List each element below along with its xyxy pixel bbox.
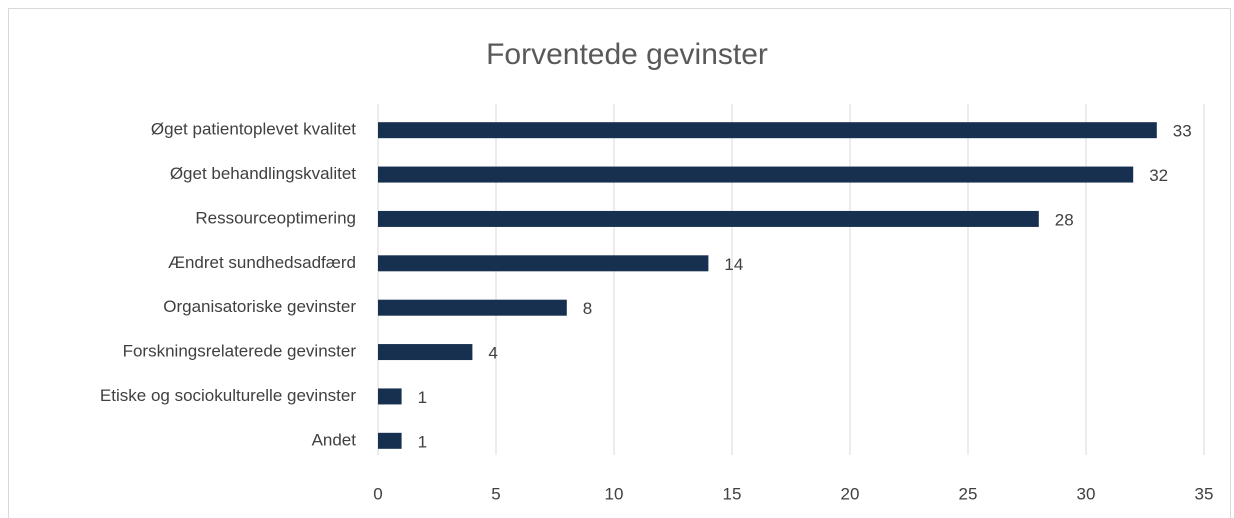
data-label: 32 xyxy=(1149,166,1168,185)
bar xyxy=(378,166,1134,183)
y-tick-label: Ressourceoptimering xyxy=(195,208,356,227)
x-tick-label: 0 xyxy=(373,484,382,503)
y-tick-label: Ændret sundhedsadfærd xyxy=(168,253,356,272)
x-tick-label: 10 xyxy=(605,484,624,503)
data-label: 33 xyxy=(1173,122,1192,141)
data-label: 1 xyxy=(418,388,427,407)
data-label: 8 xyxy=(583,299,592,318)
data-label: 28 xyxy=(1055,210,1074,229)
y-tick-label: Øget patientoplevet kvalitet xyxy=(151,120,356,139)
y-tick-label: Organisatoriske gevinster xyxy=(163,297,356,316)
data-label: 1 xyxy=(418,432,427,451)
y-tick-label: Etiske og sociokulturelle gevinster xyxy=(100,386,356,405)
y-tick-label: Forskningsrelaterede gevinster xyxy=(123,342,357,361)
bar xyxy=(378,432,402,449)
x-tick-label: 5 xyxy=(491,484,500,503)
data-label: 4 xyxy=(488,344,497,363)
x-tick-label: 25 xyxy=(959,484,978,503)
bar xyxy=(378,122,1157,139)
x-tick-label: 20 xyxy=(841,484,860,503)
data-label: 14 xyxy=(724,255,743,274)
y-tick-label: Øget behandlingskvalitet xyxy=(170,164,356,183)
x-tick-label: 35 xyxy=(1195,484,1214,503)
bar xyxy=(378,388,402,405)
chart-title: Forventede gevinster xyxy=(486,38,768,71)
y-tick-label: Andet xyxy=(312,430,357,449)
bar xyxy=(378,299,567,316)
x-tick-label: 15 xyxy=(723,484,742,503)
x-tick-label: 30 xyxy=(1077,484,1096,503)
bar xyxy=(378,210,1039,227)
bar xyxy=(378,255,709,272)
bar xyxy=(378,344,473,361)
